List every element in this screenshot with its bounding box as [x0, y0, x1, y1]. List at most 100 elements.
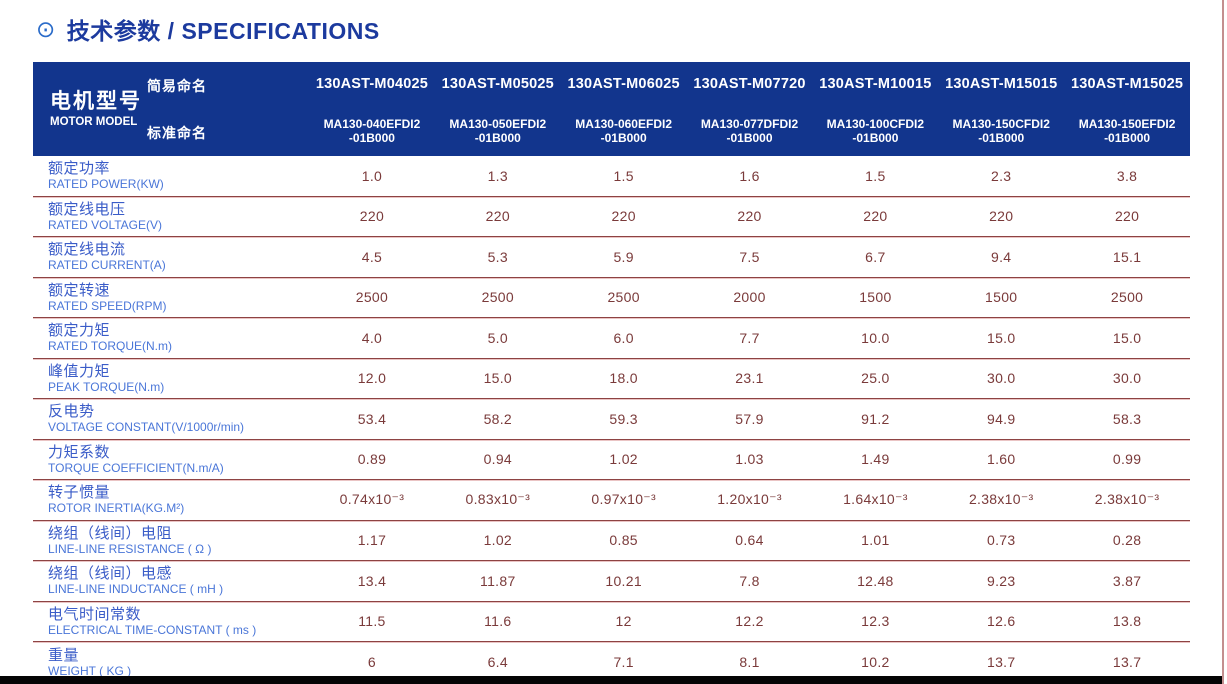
cell-value: 7.8: [739, 572, 760, 589]
cell-value: 1.01: [861, 532, 890, 549]
cell-value: 30.0: [1112, 370, 1142, 387]
model-standard-line2: -01B000: [726, 131, 773, 145]
cell-value: 18.0: [609, 370, 638, 387]
cell-value: 1.17: [357, 532, 387, 549]
cell-value: 58.3: [1112, 410, 1142, 427]
cell-value: 53.4: [357, 410, 387, 427]
standard-naming-label: 标准命名: [147, 124, 207, 141]
cell-value: 2.38x10⁻³: [968, 491, 1034, 508]
row-label-en: RATED SPEED(RPM): [48, 298, 167, 313]
row-label-zh: 峰值力矩: [48, 362, 111, 380]
row-label-en: WEIGHT ( KG ): [48, 663, 132, 678]
model-standard-line2: -01B000: [852, 131, 899, 145]
model-simple-name: 130AST-M15015: [945, 76, 1058, 92]
cell-value: 12.48: [857, 572, 894, 589]
row-label: 额定力矩 RATED TORQUE(N.m): [33, 318, 309, 358]
cell-value: 2500: [355, 289, 389, 306]
model-simple-name: 130AST-M10015: [819, 76, 932, 92]
cell-value: 2.3: [991, 167, 1012, 184]
table-row: 额定线电压 RATED VOLTAGE(V) 220 220 220 220 220 220 2…: [33, 197, 1190, 237]
cell-value: 11.5: [358, 613, 386, 630]
model-simple-name: 130AST-M15025: [1070, 76, 1184, 92]
cell-value: 15.0: [483, 370, 513, 387]
model-standard-line2: -01B000: [1104, 131, 1151, 145]
row-label: 额定线电压 RATED VOLTAGE(V): [33, 197, 309, 237]
table-row: 额定功率 RATED POWER(KW) 1.0 1.3 1.5 1.6 1.5 2.3 3.8: [33, 156, 1190, 197]
row-label-zh: 力矩系数: [48, 443, 111, 461]
table-row: 力矩系数 TORQUE COEFFICIENT(N.m/A) 0.89 0.94 1.0…: [33, 440, 1190, 480]
model-standard-line1: MA130-050EFDI2: [449, 117, 547, 131]
cell-value: 11.87: [480, 572, 516, 589]
cell-value: 10.2: [861, 654, 890, 671]
model-simple-name: 130AST-M05025: [441, 76, 554, 92]
row-label: 电气时间常数 ELECTRICAL TIME-CONSTANT ( ms ): [33, 602, 309, 642]
row-label-zh: 绕组（线间）电阻: [48, 524, 173, 542]
specifications-table: 电机型号 MOTOR MODEL 简易命名 标准命名 130AST-M04025…: [33, 62, 1190, 683]
row-label-en: RATED POWER(KW): [48, 177, 164, 192]
cell-value: 220: [611, 208, 636, 225]
model-standard-name: MA130-150CFDI2 -01B000: [938, 106, 1064, 156]
cell-value: 1.60: [987, 451, 1016, 468]
cell-value: 1.6: [739, 167, 760, 184]
model-simple-name: 130AST-M06025: [567, 76, 680, 92]
model-simple-name: 130AST-M04025: [315, 76, 429, 92]
cell-value: 3.8: [1116, 167, 1138, 184]
row-label-en: ELECTRICAL TIME-CONSTANT ( ms ): [48, 622, 257, 637]
cell-value: 5.0: [487, 329, 508, 346]
row-label: 反电势 VOLTAGE CONSTANT(V/1000r/min): [33, 399, 309, 439]
cell-value: 1500: [859, 289, 892, 306]
row-label-en: LINE-LINE RESISTANCE ( Ω ): [48, 541, 212, 556]
cell-value: 8.1: [739, 654, 760, 671]
cell-value: 0.89: [357, 451, 387, 468]
page-title-text: 技术参数 / SPECIFICATIONS: [66, 18, 380, 44]
table-row: 转子惯量 ROTOR INERTIA(KG.M²) 0.74x10⁻³ 0.83x10…: [33, 480, 1190, 521]
model-standard-name: MA130-100CFDI2 -01B000: [812, 106, 938, 156]
model-standard-line2: -01B000: [978, 131, 1025, 145]
cell-value: 0.28: [1112, 532, 1142, 549]
table-row: 绕组（线间）电阻 LINE-LINE RESISTANCE ( Ω ) 1.17 1.…: [33, 521, 1190, 561]
cell-value: 1.02: [483, 532, 513, 549]
cell-value: 1.20x10⁻³: [717, 491, 782, 508]
table-header: 电机型号 MOTOR MODEL 简易命名 标准命名 130AST-M04025…: [33, 62, 1190, 156]
cell-value: 0.74x10⁻³: [339, 491, 405, 508]
cell-value: 13.8: [1112, 613, 1142, 630]
cell-value: 1500: [985, 289, 1018, 306]
cell-value: 0.85: [609, 532, 638, 549]
row-label-en: PEAK TORQUE(N.m): [48, 379, 165, 394]
simple-naming-label: 简易命名: [147, 77, 207, 94]
cell-value: 3.87: [1112, 572, 1142, 589]
cell-value: 0.64: [735, 532, 764, 549]
cell-value: 30.0: [987, 370, 1016, 387]
model-standard-line1: MA130-077DFDI2: [700, 117, 799, 131]
cell-value: 4.5: [361, 248, 383, 265]
row-label-zh: 额定力矩: [48, 322, 111, 340]
page-title: ⊙ 技术参数 / SPECIFICATIONS: [36, 12, 380, 46]
row-label-en: TORQUE COEFFICIENT(N.m/A): [48, 460, 224, 475]
model-standard-name: MA130-077DFDI2 -01B000: [687, 106, 813, 156]
table-row: 反电势 VOLTAGE CONSTANT(V/1000r/min) 53.4 58.2…: [33, 399, 1190, 440]
motor-model-label-zh: 电机型号: [50, 90, 142, 113]
cell-value: 1.0: [361, 167, 383, 184]
row-label: 绕组（线间）电阻 LINE-LINE RESISTANCE ( Ω ): [33, 521, 309, 561]
cell-value: 15.0: [1112, 329, 1142, 346]
model-standard-line1: MA130-100CFDI2: [826, 117, 925, 131]
cell-value: 6.4: [487, 654, 508, 671]
row-label-zh: 额定线电流: [48, 241, 126, 259]
cell-value: 7.5: [739, 248, 760, 265]
cell-value: 0.99: [1112, 451, 1142, 468]
cell-value: 57.9: [735, 410, 764, 427]
row-label-zh: 额定功率: [48, 160, 111, 178]
model-standard-name: MA130-150EFDI2 -01B000: [1064, 106, 1190, 156]
cell-value: 0.73: [987, 532, 1016, 549]
cell-value: 12.2: [735, 613, 764, 630]
cell-value: 10.21: [605, 572, 642, 589]
model-standard-line1: MA130-060EFDI2: [575, 117, 672, 131]
cell-value: 220: [737, 208, 762, 225]
row-label: 绕组（线间）电感 LINE-LINE INDUCTANCE ( mH ): [33, 561, 309, 601]
cell-value: 0.83x10⁻³: [465, 491, 531, 508]
cell-value: 11.6: [484, 613, 512, 630]
cell-value: 220: [863, 208, 888, 225]
table-row: 峰值力矩 PEAK TORQUE(N.m) 12.0 15.0 18.0 23.1 25.0…: [33, 359, 1190, 399]
cell-value: 1.5: [865, 167, 886, 184]
model-standard-name: MA130-060EFDI2 -01B000: [561, 106, 687, 156]
